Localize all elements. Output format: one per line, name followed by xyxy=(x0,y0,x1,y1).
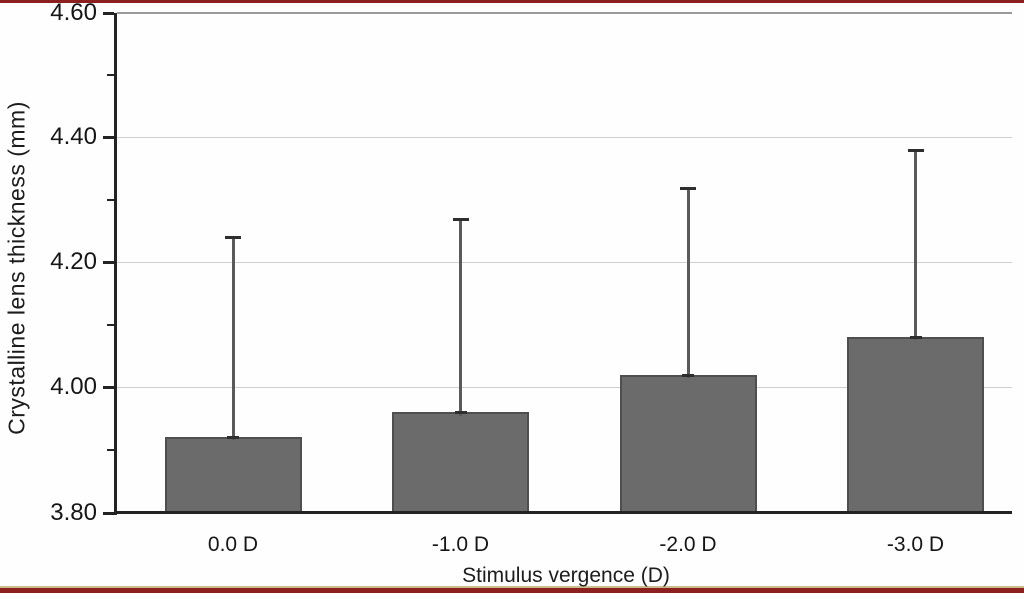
y-major-tick-4.20 xyxy=(103,261,114,264)
y-minor-tick-4.3 xyxy=(107,199,114,201)
x-tick-label--1.0 D: -1.0 D xyxy=(431,533,490,556)
error-bar-line--1.0 D xyxy=(459,219,462,416)
y-major-tick-4.60 xyxy=(103,12,114,15)
error-bar-foot--2.0 D xyxy=(682,374,694,377)
y-tick-label-4.40: 4.40 xyxy=(50,123,97,150)
x-tick-label--3.0 D: -3.0 D xyxy=(886,533,945,556)
error-bar-cap--2.0 D xyxy=(680,187,696,190)
error-bar-foot--3.0 D xyxy=(910,336,922,339)
y-minor-tick-4.5 xyxy=(107,74,114,76)
frame-border-bottom xyxy=(0,588,1024,593)
gridline-y-4.20 xyxy=(117,262,1012,263)
gridline-y-4.40 xyxy=(117,137,1012,138)
y-minor-tick-3.9 xyxy=(107,449,114,451)
y-tick-label-4.20: 4.20 xyxy=(50,248,97,275)
y-major-tick-4.00 xyxy=(103,386,114,389)
frame-border-top xyxy=(0,0,1024,3)
error-bar-line--3.0 D xyxy=(914,150,917,340)
y-axis-spine xyxy=(114,12,117,515)
y-minor-tick-4.1 xyxy=(107,324,114,326)
error-bar-cap--1.0 D xyxy=(453,218,469,221)
x-axis-title: Stimulus vergence (D) xyxy=(462,564,670,587)
y-tick-label-4.00: 4.00 xyxy=(50,373,97,400)
error-bar-cap-0.0 D xyxy=(225,236,241,239)
error-bar-foot-0.0 D xyxy=(227,436,239,439)
gridline-y-4.00 xyxy=(117,387,1012,388)
y-major-tick-3.80 xyxy=(103,512,114,515)
gridline-y-4.60 xyxy=(117,12,1012,14)
y-major-tick-4.40 xyxy=(103,136,114,139)
frame-border-bottom-accent xyxy=(0,586,1024,588)
x-tick-label-0.0 D: 0.0 D xyxy=(207,533,259,556)
x-axis-spine xyxy=(114,511,1012,514)
bar--2.0 D xyxy=(620,375,757,513)
bar-0.0 D xyxy=(165,437,302,513)
error-bar-cap--3.0 D xyxy=(908,149,924,152)
bar--1.0 D xyxy=(392,412,529,513)
y-tick-label-4.60: 4.60 xyxy=(50,0,97,26)
bar--3.0 D xyxy=(847,337,984,513)
x-tick-label--2.0 D: -2.0 D xyxy=(659,533,717,556)
y-tick-label-3.80: 3.80 xyxy=(50,499,97,526)
error-bar-line-0.0 D xyxy=(232,237,235,440)
error-bar-foot--1.0 D xyxy=(455,411,467,414)
error-bar-line--2.0 D xyxy=(687,188,690,378)
